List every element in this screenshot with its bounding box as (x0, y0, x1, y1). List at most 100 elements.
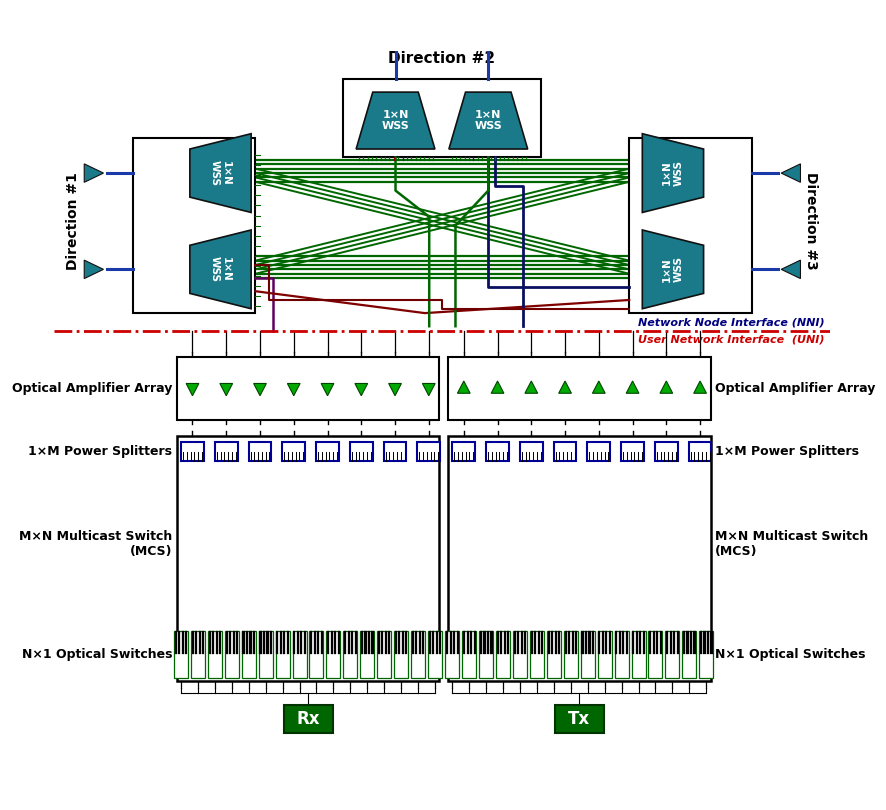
Bar (520, 631, 523, 654)
Bar (198, 631, 200, 654)
Bar (703, 631, 704, 654)
Bar (648, 631, 662, 678)
Bar (689, 631, 691, 654)
Bar (473, 631, 475, 654)
Bar (385, 631, 386, 654)
Bar (699, 631, 701, 654)
Text: 1×N
WSS: 1×N WSS (381, 110, 409, 131)
Bar (682, 631, 684, 654)
Bar (214, 441, 237, 461)
Bar (602, 631, 603, 654)
Bar (428, 631, 431, 654)
Bar (225, 631, 228, 654)
Bar (537, 631, 540, 654)
Bar (410, 631, 424, 678)
Bar (190, 631, 205, 678)
Bar (360, 631, 374, 678)
Bar (524, 631, 525, 654)
Bar (533, 631, 536, 654)
Bar (439, 631, 440, 654)
Bar (567, 631, 570, 654)
Polygon shape (186, 383, 198, 396)
Bar (411, 631, 413, 654)
Bar (710, 631, 711, 654)
Bar (614, 631, 628, 678)
Bar (597, 631, 611, 678)
Bar (282, 441, 305, 461)
Bar (554, 631, 556, 654)
Bar (500, 631, 501, 654)
Text: M×N Multicast Switch
(MCS): M×N Multicast Switch (MCS) (19, 531, 172, 558)
Bar (417, 441, 439, 461)
Bar (688, 441, 711, 461)
Bar (554, 706, 603, 733)
Bar (384, 441, 406, 461)
Bar (299, 631, 302, 654)
Bar (652, 631, 654, 654)
Bar (632, 631, 633, 654)
Bar (338, 631, 339, 654)
Bar (449, 631, 451, 654)
Bar (388, 631, 390, 654)
Bar (344, 631, 346, 654)
Bar (297, 631, 299, 654)
Bar (462, 631, 476, 678)
Bar (664, 631, 679, 678)
Bar (191, 631, 194, 654)
Bar (236, 631, 238, 654)
Bar (292, 631, 307, 678)
Bar (547, 631, 560, 678)
Bar (563, 631, 566, 654)
Polygon shape (422, 383, 435, 396)
Bar (175, 631, 176, 654)
Text: 1×N
WSS: 1×N WSS (209, 256, 231, 283)
Bar (249, 631, 252, 654)
Bar (479, 631, 481, 654)
Bar (626, 631, 627, 654)
Bar (310, 631, 312, 654)
Bar (456, 631, 458, 654)
Bar (317, 631, 319, 654)
Bar (598, 631, 600, 654)
Text: Direction #3: Direction #3 (804, 173, 817, 270)
Bar (276, 631, 290, 678)
Bar (639, 631, 641, 654)
Bar (553, 441, 576, 461)
Bar (672, 631, 674, 654)
Polygon shape (354, 383, 367, 396)
Bar (361, 631, 362, 654)
Bar (343, 79, 540, 157)
Bar (354, 631, 356, 654)
Text: 1×N
WSS: 1×N WSS (662, 160, 683, 186)
Bar (490, 631, 492, 654)
Polygon shape (525, 381, 537, 394)
Bar (483, 631, 485, 654)
Bar (303, 631, 306, 654)
Bar (550, 631, 553, 654)
Bar (347, 631, 349, 654)
Bar (266, 631, 268, 654)
Bar (309, 631, 323, 678)
Polygon shape (448, 92, 527, 149)
Bar (447, 357, 710, 420)
Bar (669, 631, 671, 654)
Bar (587, 631, 590, 654)
Bar (371, 631, 373, 654)
Polygon shape (641, 134, 703, 212)
Bar (563, 631, 577, 678)
Bar (681, 631, 696, 678)
Bar (654, 441, 677, 461)
Text: Network Node Interface (NNI): Network Node Interface (NNI) (637, 317, 823, 327)
Bar (202, 631, 204, 654)
Bar (547, 631, 549, 654)
Bar (212, 631, 214, 654)
Polygon shape (190, 230, 251, 309)
Text: Rx: Rx (296, 710, 319, 728)
Polygon shape (287, 383, 299, 396)
Polygon shape (190, 134, 251, 212)
Bar (364, 631, 366, 654)
Bar (615, 631, 617, 654)
Bar (259, 631, 261, 654)
Text: Direction #2: Direction #2 (388, 50, 495, 66)
Text: Direction #1: Direction #1 (66, 173, 81, 271)
